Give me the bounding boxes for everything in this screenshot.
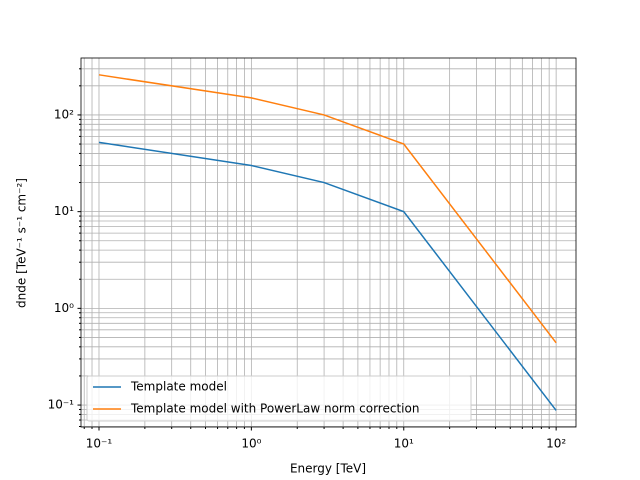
x-tick-label: 10⁰ [241,437,261,451]
line-series [98,141,557,411]
x-axis-label: Energy [TeV] [290,462,366,476]
y-tick-label: 10¹ [54,204,74,218]
legend-label: Template model [130,380,227,394]
y-tick-label: 10⁰ [54,301,74,315]
x-tick-label: 10² [546,437,566,451]
legend: Template model Template model with PowerL… [86,375,472,422]
line-series [98,74,557,344]
y-tick-label: 10⁻¹ [48,398,75,412]
y-tick-label: 10² [54,107,74,121]
x-tick-label: 10⁻¹ [86,437,113,451]
axes-frame [80,57,577,428]
legend-label: Template model with PowerLaw norm correc… [130,402,419,416]
y-axis-label: dnde [TeV⁻¹ s⁻¹ cm⁻²] [15,178,29,308]
x-tick-label: 10¹ [394,437,414,451]
legend-box [86,375,472,422]
